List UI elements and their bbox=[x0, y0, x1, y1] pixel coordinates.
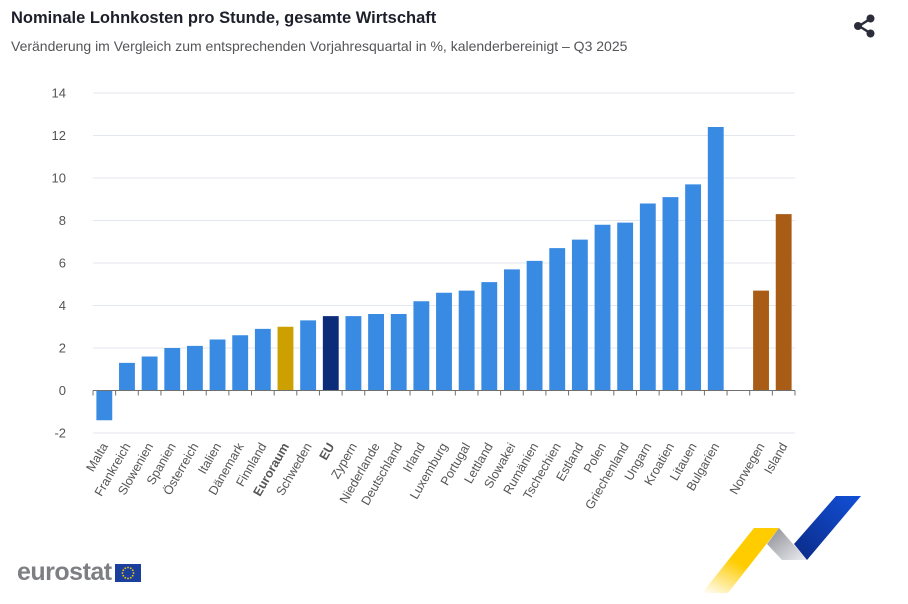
y-tick-label: 12 bbox=[52, 128, 66, 143]
y-tick-label: 4 bbox=[59, 298, 66, 313]
bar-ungarn[interactable] bbox=[639, 203, 656, 391]
bar-island[interactable] bbox=[775, 214, 792, 391]
bar-spanien[interactable] bbox=[164, 348, 181, 391]
flag-star bbox=[131, 574, 134, 577]
y-tick-label: 0 bbox=[59, 383, 66, 398]
eurostat-logo[interactable]: eurostat bbox=[17, 558, 141, 587]
bar-luxemburg[interactable] bbox=[436, 292, 452, 391]
ribbon-blue bbox=[794, 496, 861, 560]
x-tick-label: EU bbox=[317, 441, 338, 463]
flag-star bbox=[121, 571, 124, 574]
bar-frankreich[interactable] bbox=[119, 362, 135, 391]
bar-malta[interactable] bbox=[96, 390, 113, 421]
x-tick-label: Island bbox=[761, 440, 790, 476]
bar-deutschland[interactable] bbox=[390, 314, 407, 391]
bar-zypern[interactable] bbox=[345, 316, 362, 391]
bar-tschechien[interactable] bbox=[549, 248, 566, 391]
bar-österreich[interactable] bbox=[186, 345, 203, 391]
flag-star bbox=[123, 576, 126, 579]
y-tick-label: 10 bbox=[52, 171, 66, 186]
bar-slowenien[interactable] bbox=[141, 356, 158, 391]
y-tick-label: 8 bbox=[59, 213, 66, 228]
bar-kroatien[interactable] bbox=[662, 197, 679, 391]
bar-dänemark[interactable] bbox=[232, 335, 249, 391]
chart-subtitle: Veränderung im Vergleich zum entsprechen… bbox=[11, 38, 628, 54]
bar-slowakei[interactable] bbox=[504, 269, 520, 391]
y-tick-label: 6 bbox=[59, 256, 66, 271]
eurostat-wordmark: eurostat bbox=[17, 558, 112, 586]
bar-euroraum[interactable] bbox=[277, 326, 294, 391]
y-axis-ticks: -2 0 2 4 6 8 10 12 14 bbox=[52, 86, 66, 441]
ribbon-yellow bbox=[702, 528, 779, 593]
share-icon[interactable] bbox=[850, 12, 878, 40]
flag-star bbox=[131, 568, 134, 571]
bar-bulgarien[interactable] bbox=[707, 127, 724, 391]
bar-rumänien[interactable] bbox=[526, 260, 543, 391]
bar-polen[interactable] bbox=[594, 224, 611, 391]
bar-finnland[interactable] bbox=[254, 328, 271, 391]
x-axis-labels: MaltaFrankreichSlowenienSpanienÖsterreic… bbox=[84, 440, 791, 512]
flag-star bbox=[121, 568, 124, 571]
bar-italien[interactable] bbox=[209, 339, 226, 391]
chart-title: Nominale Lohnkosten pro Stunde, gesamte … bbox=[11, 9, 437, 27]
flag-star bbox=[129, 576, 132, 579]
x-axis bbox=[92, 390, 796, 396]
bar-eu[interactable] bbox=[322, 316, 339, 391]
ribbon-grey bbox=[767, 528, 807, 560]
decorative-ribbon bbox=[702, 496, 861, 593]
flag-star bbox=[126, 577, 129, 579]
bar-estland[interactable] bbox=[571, 239, 588, 391]
bar-litauen[interactable] bbox=[685, 184, 702, 391]
flag-star bbox=[121, 574, 124, 577]
bar-norwegen[interactable] bbox=[753, 290, 769, 391]
bar-niederlande[interactable] bbox=[368, 314, 384, 391]
flag-star bbox=[129, 566, 132, 569]
bars bbox=[96, 127, 792, 421]
y-tick-label: 14 bbox=[52, 86, 66, 101]
bar-lettland[interactable] bbox=[481, 282, 498, 391]
flag-star bbox=[132, 571, 135, 574]
bar-griechenland[interactable] bbox=[617, 222, 634, 391]
bar-portugal[interactable] bbox=[458, 290, 475, 391]
y-tick-label: -2 bbox=[54, 426, 66, 441]
flag-star bbox=[123, 566, 126, 569]
bar-schweden[interactable] bbox=[300, 320, 317, 391]
bar-irland[interactable] bbox=[413, 301, 430, 391]
eu-flag-icon bbox=[114, 563, 141, 582]
flag-star bbox=[126, 566, 129, 568]
y-tick-label: 2 bbox=[59, 341, 66, 356]
